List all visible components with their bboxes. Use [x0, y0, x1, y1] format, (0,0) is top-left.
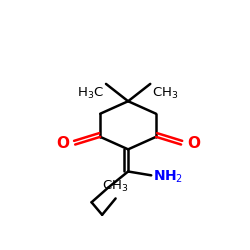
Text: O: O: [187, 136, 200, 151]
Text: CH$_3$: CH$_3$: [152, 86, 179, 101]
Text: NH$_2$: NH$_2$: [153, 168, 183, 184]
Text: O: O: [56, 136, 70, 151]
Text: H$_3$C: H$_3$C: [77, 86, 104, 101]
Text: CH$_3$: CH$_3$: [102, 178, 129, 194]
